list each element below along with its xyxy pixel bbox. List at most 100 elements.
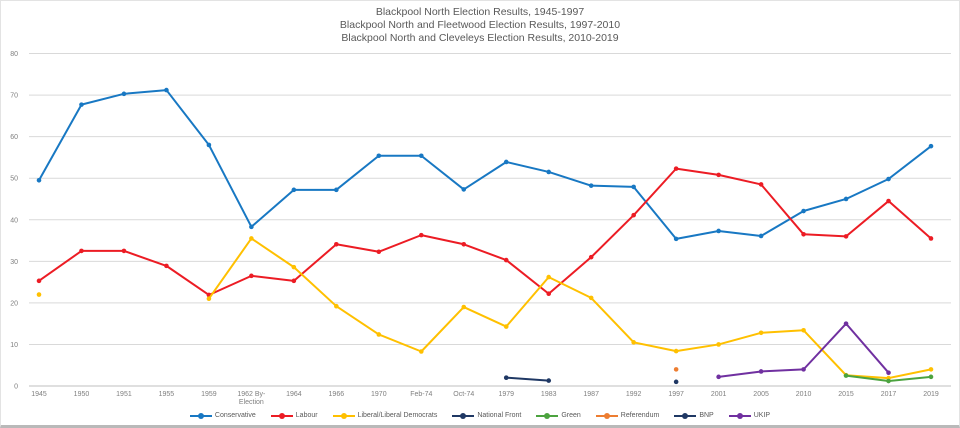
data-point-conservative (886, 176, 891, 182)
legend-label: BNP (699, 412, 714, 419)
legend-item-green: Green (536, 412, 581, 419)
data-point-green (928, 374, 934, 380)
data-point-liberal-liberal-democrats (418, 349, 424, 354)
x-tick-label: 1966 (329, 391, 345, 398)
x-tick-label: 1950 (74, 391, 90, 398)
data-point-labour (334, 241, 339, 247)
data-point-labour (588, 254, 594, 260)
data-point-ukip (758, 369, 764, 374)
legend-dot-icon (603, 412, 610, 419)
legend-marker-icon (595, 412, 618, 419)
legend-marker-icon (452, 412, 475, 419)
data-point-liberal-liberal-democrats (249, 236, 254, 241)
chart-title-line-2: Blackpool North and Fleetwood Election R… (339, 19, 621, 31)
y-tick-label: 70 (10, 93, 18, 100)
legend-marker-icon (270, 412, 293, 419)
data-point-labour (121, 248, 127, 254)
legend-marker-icon (674, 412, 697, 419)
data-point-liberal-liberal-democrats (503, 324, 509, 329)
data-point-liberal-liberal-democrats (716, 342, 721, 347)
data-point-conservative (928, 143, 934, 149)
data-point-conservative (631, 184, 636, 190)
data-point-conservative (206, 142, 212, 148)
data-point-green (843, 373, 849, 378)
data-point-labour (928, 236, 934, 241)
y-tick-label: 30 (10, 259, 18, 266)
data-point-labour (886, 198, 891, 204)
data-point-bnp (673, 379, 679, 385)
legend-item-bnp: BNP (674, 412, 714, 419)
legend-marker-icon (189, 412, 212, 419)
data-point-conservative (461, 187, 467, 192)
x-tick-label: 1955 (159, 391, 175, 398)
legend-label: Referendum (620, 412, 660, 419)
data-point-labour (461, 241, 467, 247)
data-point-conservative (291, 187, 297, 193)
x-tick-label: 2010 (796, 391, 812, 398)
data-point-conservative (716, 228, 721, 234)
x-tick-label: Feb-74 (410, 391, 432, 398)
data-point-conservative (249, 224, 254, 230)
x-tick-label: 2017 (881, 391, 897, 398)
y-tick-label: 60 (10, 134, 18, 141)
data-point-conservative (588, 183, 594, 188)
data-point-ukip (843, 321, 849, 326)
data-point-labour (758, 182, 764, 187)
y-tick-label: 80 (10, 51, 18, 58)
x-tick-label: 2015 (838, 391, 854, 398)
x-tick-label: 1959 (201, 391, 217, 398)
x-tick-label: 1983 (541, 391, 557, 398)
data-point-labour (801, 231, 806, 237)
data-point-conservative (758, 233, 764, 239)
data-point-liberal-liberal-democrats (334, 303, 339, 309)
data-point-ukip (801, 367, 806, 372)
legend-dot-icon (340, 412, 347, 419)
data-point-labour (631, 212, 636, 218)
data-point-liberal-liberal-democrats (291, 264, 297, 270)
data-point-conservative (673, 236, 679, 242)
x-tick-label: 2019 (923, 391, 939, 398)
y-tick-label: 50 (10, 176, 18, 183)
legend-item-conservative: Conservative (189, 412, 256, 419)
legend-dot-icon (736, 412, 743, 419)
series-line-conservative (38, 89, 932, 240)
y-tick-label: 20 (10, 300, 18, 307)
legend-marker-icon (728, 412, 751, 419)
data-point-liberal-liberal-democrats (928, 367, 934, 372)
data-point-conservative (79, 102, 84, 107)
x-tick-label: 2001 (711, 391, 727, 398)
x-tick-label: 1987 (583, 391, 599, 398)
legend-item-ukip: UKIP (728, 412, 770, 419)
data-point-conservative (801, 208, 806, 214)
y-tick-label: 40 (10, 217, 18, 224)
data-point-labour (249, 273, 254, 279)
data-point-labour (376, 249, 382, 255)
data-point-conservative (418, 153, 424, 159)
chart-title-line-1: Blackpool North Election Results, 1945-1… (375, 6, 585, 18)
data-point-labour (291, 278, 297, 284)
legend-label: Green (561, 412, 581, 419)
data-point-liberal-liberal-democrats (801, 328, 806, 333)
legend-label: Liberal/Liberal Democrats (357, 412, 438, 419)
x-tick-label: 1945 (31, 391, 47, 398)
x-tick-label: Oct-74 (453, 391, 474, 398)
data-point-labour (503, 257, 509, 263)
data-point-conservative (36, 177, 42, 183)
data-point-referendum (673, 367, 679, 372)
legend-dot-icon (197, 412, 204, 419)
data-point-conservative (164, 87, 169, 93)
data-point-liberal-liberal-democrats (588, 295, 594, 301)
legend-item-liberal-liberal-democrats: Liberal/Liberal Democrats (332, 412, 438, 419)
legend-dot-icon (460, 412, 467, 419)
data-point-labour (716, 172, 721, 178)
x-tick-label: 1970 (371, 391, 387, 398)
data-point-conservative (376, 153, 382, 159)
series-line-national-front (505, 376, 550, 382)
data-point-conservative (546, 169, 552, 175)
x-tick-label: Election (239, 399, 264, 406)
data-point-conservative (843, 196, 849, 202)
x-tick-label: 1964 (286, 391, 302, 398)
data-point-labour (546, 291, 552, 297)
